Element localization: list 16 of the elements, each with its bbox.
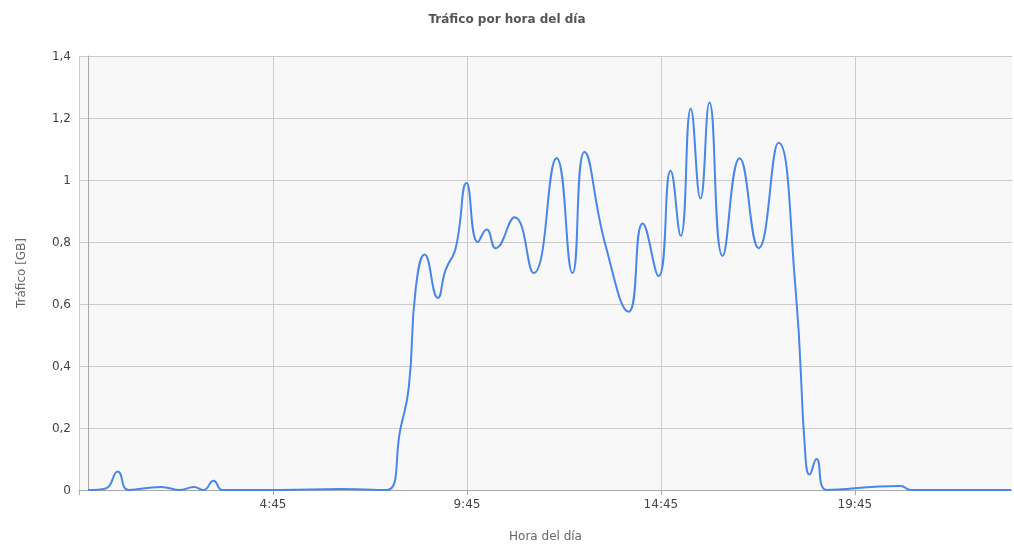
x-tick-label: 4:45 <box>259 497 287 511</box>
y-tick-label: 0,4 <box>51 359 71 373</box>
x-tick-label: 19:45 <box>837 497 873 511</box>
y-tick-label: 1,4 <box>51 49 71 63</box>
y-axis-title: Tráfico [GB] <box>14 237 28 310</box>
y-tick-label: 0 <box>63 483 71 497</box>
y-tick-label: 0,8 <box>51 235 71 249</box>
y-tick-label: 0,6 <box>51 297 71 311</box>
x-tick-label: 9:45 <box>453 497 481 511</box>
y-tick-label: 1 <box>63 173 71 187</box>
x-axis-title: Hora del día <box>509 529 582 543</box>
x-tick-label: 14:45 <box>643 497 679 511</box>
line-series <box>87 101 1012 491</box>
chart-title: Tráfico por hora del día <box>428 12 586 26</box>
y-tick-label: 1,2 <box>51 111 71 125</box>
y-tick-label: 0,2 <box>51 421 71 435</box>
